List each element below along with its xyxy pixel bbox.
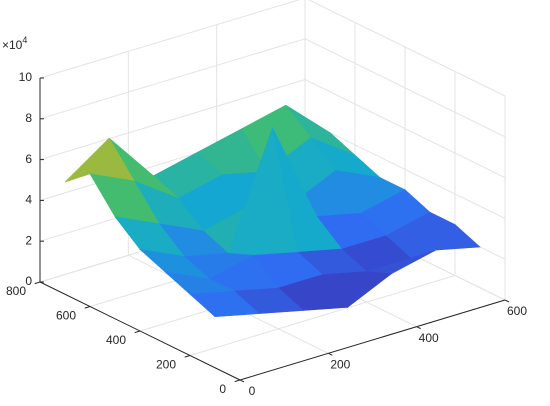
z-tick-label: 10 (19, 70, 33, 84)
x-tick-label: 600 (507, 304, 527, 318)
x-tick-label: 200 (330, 358, 350, 372)
grid-line (307, 0, 506, 97)
y-tick-label: 600 (56, 309, 76, 323)
surface-patch (189, 290, 260, 318)
z-tick-label: 4 (25, 193, 32, 207)
y-tick-label: 400 (106, 333, 126, 347)
grid-line (39, 0, 301, 79)
x-tick-mark (328, 352, 333, 356)
grid-line (39, 38, 306, 120)
y-tick-mark (184, 355, 191, 358)
z-multiplier-power: 4 (22, 35, 27, 45)
grid-line (304, 119, 506, 219)
z-tick-label: 0 (25, 274, 32, 288)
y-tick-mark (134, 330, 141, 334)
grid-line (39, 79, 306, 161)
x-tick-label: 0 (249, 384, 256, 398)
y-tick-label: 200 (156, 358, 176, 372)
y-axis (39, 281, 241, 381)
x-tick-label: 400 (419, 331, 439, 345)
x-axis (239, 299, 506, 381)
x-tick-mark (504, 299, 510, 303)
x-tick-mark (239, 379, 245, 383)
x-tick-mark (416, 326, 421, 330)
z-multiplier-base: ×10 (2, 38, 23, 52)
y-tick-mark (84, 306, 91, 309)
grid-line (189, 275, 456, 356)
z-multiplier: ×104 (2, 35, 27, 52)
z-tick-label: 6 (25, 152, 32, 166)
z-tick-label: 8 (25, 111, 32, 125)
y-tick-mark (34, 281, 41, 285)
grid-line (304, 38, 506, 138)
y-tick-mark (234, 379, 241, 383)
y-tick-label: 800 (6, 284, 26, 298)
z-tick-label: 2 (25, 233, 32, 247)
grid-line (304, 79, 506, 179)
y-tick-label: 0 (219, 382, 226, 396)
